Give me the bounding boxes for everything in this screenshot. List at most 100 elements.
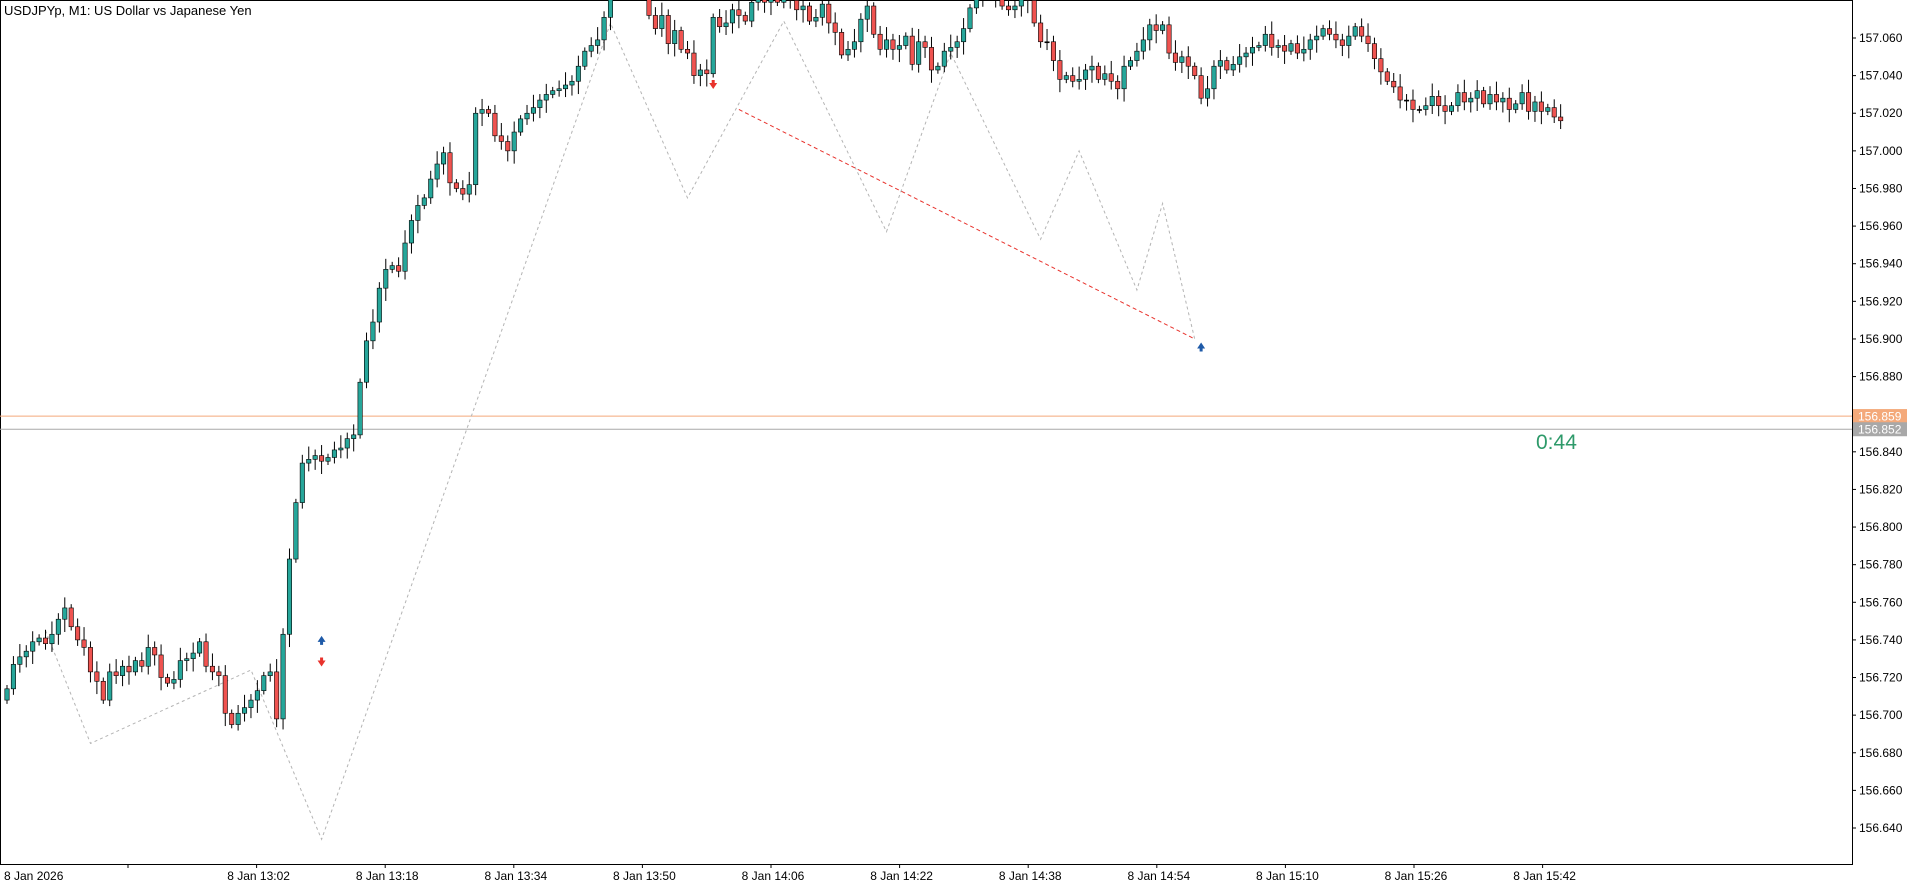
candle[interactable]: [396, 257, 402, 278]
candle[interactable]: [601, 11, 607, 51]
candle[interactable]: [672, 19, 678, 57]
candle[interactable]: [569, 75, 575, 96]
candle[interactable]: [1217, 50, 1223, 80]
candle[interactable]: [1006, 0, 1012, 16]
candle[interactable]: [1346, 25, 1352, 59]
candle[interactable]: [1282, 34, 1288, 64]
candle[interactable]: [749, 0, 755, 28]
candle[interactable]: [1057, 50, 1063, 93]
candle[interactable]: [896, 34, 902, 63]
candle[interactable]: [948, 34, 954, 60]
candle[interactable]: [1410, 89, 1416, 123]
candle[interactable]: [704, 59, 710, 87]
candle[interactable]: [1166, 16, 1172, 60]
candle[interactable]: [1404, 94, 1410, 111]
candle[interactable]: [858, 13, 864, 53]
candle[interactable]: [1095, 62, 1101, 84]
candle[interactable]: [1359, 18, 1365, 43]
candle[interactable]: [1185, 46, 1191, 80]
candle[interactable]: [1468, 92, 1474, 113]
candle[interactable]: [794, 0, 800, 21]
candle[interactable]: [1333, 21, 1339, 49]
candle[interactable]: [351, 424, 357, 452]
candle[interactable]: [736, 0, 742, 29]
candle[interactable]: [1224, 56, 1230, 74]
candle[interactable]: [441, 146, 447, 175]
candle[interactable]: [652, 7, 658, 35]
candle[interactable]: [485, 105, 491, 117]
candle[interactable]: [184, 652, 190, 672]
candle[interactable]: [286, 548, 292, 648]
candle[interactable]: [49, 621, 55, 652]
candle[interactable]: [68, 604, 74, 631]
candle[interactable]: [280, 628, 286, 730]
candle[interactable]: [819, 0, 825, 26]
candle[interactable]: [1230, 56, 1236, 76]
candle[interactable]: [768, 0, 774, 16]
candle[interactable]: [222, 665, 228, 727]
candle[interactable]: [312, 449, 318, 470]
candle[interactable]: [43, 629, 49, 650]
candle[interactable]: [928, 36, 934, 83]
candle[interactable]: [357, 378, 363, 439]
candle[interactable]: [1294, 35, 1300, 60]
candle[interactable]: [1089, 55, 1095, 83]
candle[interactable]: [903, 32, 909, 50]
candle[interactable]: [1050, 35, 1056, 72]
candle[interactable]: [1500, 92, 1506, 113]
candle[interactable]: [434, 151, 440, 188]
candle[interactable]: [710, 13, 716, 78]
candle[interactable]: [479, 98, 485, 127]
candle[interactable]: [1070, 67, 1076, 88]
candle[interactable]: [1179, 50, 1185, 73]
candle[interactable]: [1262, 25, 1268, 52]
candle[interactable]: [1025, 0, 1031, 14]
candle[interactable]: [1397, 74, 1403, 109]
candle[interactable]: [1449, 101, 1455, 116]
candle[interactable]: [1243, 47, 1249, 68]
candle[interactable]: [1044, 28, 1050, 51]
candle[interactable]: [981, 0, 985, 7]
candle[interactable]: [1198, 67, 1204, 105]
candle[interactable]: [1301, 36, 1307, 62]
candle[interactable]: [864, 0, 870, 32]
candle[interactable]: [832, 12, 838, 46]
candle[interactable]: [216, 665, 222, 687]
candle[interactable]: [364, 332, 370, 389]
candle[interactable]: [582, 47, 588, 70]
candle[interactable]: [800, 0, 806, 23]
candle[interactable]: [511, 121, 517, 164]
candle[interactable]: [556, 80, 562, 97]
candle[interactable]: [1506, 87, 1512, 123]
candle[interactable]: [1147, 18, 1153, 51]
candle[interactable]: [1493, 81, 1499, 111]
candle[interactable]: [1558, 104, 1564, 130]
candle[interactable]: [877, 25, 883, 56]
candle[interactable]: [113, 659, 119, 684]
candle[interactable]: [1153, 14, 1159, 44]
candle[interactable]: [1455, 84, 1461, 112]
candle[interactable]: [107, 663, 113, 707]
candle[interactable]: [145, 634, 151, 675]
candle[interactable]: [1275, 39, 1281, 58]
candle[interactable]: [492, 104, 498, 142]
candle[interactable]: [1436, 90, 1442, 117]
candle[interactable]: [1365, 23, 1371, 52]
candle[interactable]: [1108, 60, 1114, 90]
candle[interactable]: [132, 656, 138, 676]
candle[interactable]: [1314, 25, 1320, 53]
candle[interactable]: [1307, 33, 1313, 60]
candle[interactable]: [4, 685, 10, 704]
candle[interactable]: [742, 11, 748, 25]
candle[interactable]: [242, 694, 248, 722]
candle[interactable]: [1391, 72, 1397, 93]
candle[interactable]: [370, 309, 376, 350]
candle[interactable]: [524, 104, 530, 125]
candle[interactable]: [460, 180, 466, 201]
candle[interactable]: [1378, 48, 1384, 85]
candle[interactable]: [916, 28, 922, 73]
candle[interactable]: [152, 641, 158, 666]
candle[interactable]: [839, 28, 845, 59]
candle[interactable]: [158, 644, 164, 691]
candle[interactable]: [383, 258, 389, 301]
